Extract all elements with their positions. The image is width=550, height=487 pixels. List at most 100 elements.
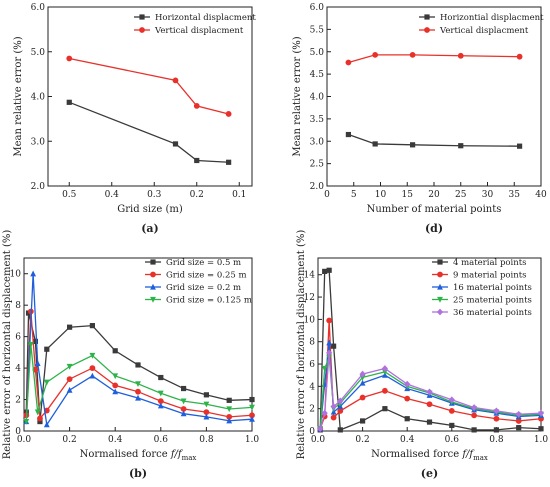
y-tick-label: 0: [15, 427, 21, 437]
data-point: [225, 111, 232, 117]
data-point: [449, 422, 455, 429]
data-point: [66, 363, 73, 370]
data-point: [37, 415, 43, 422]
data-point: [226, 397, 232, 403]
data-point: [172, 77, 179, 84]
data-point: [471, 404, 478, 411]
data-point: [89, 323, 95, 329]
legend-marker: [139, 14, 145, 20]
x-tick-label: 0.2: [355, 435, 369, 445]
data-point: [330, 403, 337, 410]
data-point: [249, 396, 255, 403]
data-point: [404, 380, 411, 388]
data-point: [32, 338, 38, 344]
data-point: [517, 143, 523, 149]
x-tick-label: 15: [402, 190, 414, 200]
x-tick-label: 0.6: [154, 435, 169, 445]
data-point: [226, 417, 233, 424]
x-tick-label: 0.6: [445, 435, 460, 445]
y-axis-label: Relative error of horizontal displacemen…: [296, 230, 307, 460]
y-tick-label: 2: [15, 396, 21, 406]
y-tick-label: 5.0: [31, 48, 46, 58]
y-tick-label: 3.5: [310, 115, 325, 125]
panel-label: (b): [129, 467, 147, 480]
y-tick-label: 10: [304, 315, 316, 325]
x-tick-label: 5: [351, 190, 357, 200]
legend-entry: Grid size = 0.5 m: [166, 258, 241, 268]
data-point: [193, 102, 200, 109]
y-tick-label: 2.5: [310, 160, 325, 170]
data-point: [471, 412, 477, 419]
data-point: [89, 352, 96, 359]
y-axis-label: Mean relative error (%): [13, 36, 24, 156]
data-point: [382, 406, 388, 412]
x-tick-label: 1.0: [534, 435, 549, 445]
data-point: [89, 372, 96, 379]
panel-label: (d): [425, 222, 443, 235]
legend-entry: 4 material points: [453, 258, 526, 268]
data-point: [457, 52, 464, 59]
series-line: [319, 352, 542, 429]
data-point: [172, 141, 179, 147]
series-line: [25, 312, 253, 422]
series-2: [23, 308, 255, 422]
series-3: [23, 270, 255, 428]
chart-panel-d: 0 5 10 15 20 25 30 35 40 2.0 2.5 3.0 3.5 4.0 4.5 5.0 5.5…: [292, 3, 547, 235]
data-point: [409, 51, 416, 58]
data-point: [382, 387, 388, 394]
x-tick-label: 10: [375, 190, 387, 200]
series-line: [69, 101, 229, 163]
legend-marker: [424, 14, 430, 20]
data-point: [321, 409, 328, 417]
y-tick-label: 2: [309, 405, 315, 415]
data-point: [34, 360, 41, 366]
data-point: [203, 413, 210, 420]
data-point: [317, 425, 324, 433]
data-point: [330, 414, 337, 421]
data-point: [404, 395, 411, 402]
legend-entry: 9 material points: [453, 271, 526, 281]
data-point: [135, 381, 141, 388]
legend-marker: [436, 308, 444, 316]
data-point: [27, 341, 34, 348]
data-point: [158, 374, 164, 381]
data-point: [112, 388, 119, 395]
series-1: [66, 99, 232, 165]
data-point: [537, 409, 545, 417]
data-point: [135, 362, 141, 368]
legend-marker: [150, 259, 156, 265]
data-point: [372, 51, 379, 58]
legend-marker: [437, 296, 443, 303]
data-point: [493, 415, 500, 422]
data-point: [410, 142, 416, 148]
x-axis-label: Number of material points: [367, 204, 502, 215]
legend: 4 material points 9 material points 16 mat…: [432, 258, 532, 318]
legend-marker: [150, 271, 156, 278]
y-tick-label: 5.0: [310, 48, 325, 58]
data-point: [180, 406, 187, 412]
x-tick-label: 0.4: [105, 190, 120, 200]
data-point: [448, 408, 455, 414]
x-tick-label: 35: [509, 190, 521, 200]
x-tick-label: 40: [535, 190, 547, 200]
y-tick-label: 4.0: [31, 93, 46, 103]
series-line: [319, 269, 542, 431]
data-point: [322, 268, 328, 274]
data-point: [157, 398, 164, 405]
data-point: [44, 346, 50, 352]
y-tick-label: 3.0: [31, 137, 46, 147]
data-point: [516, 425, 522, 431]
legend-marker: [150, 296, 156, 303]
data-point: [157, 402, 164, 409]
y-tick-label: 4.0: [310, 93, 325, 103]
y-tick-label: 14: [304, 271, 316, 281]
data-point: [43, 379, 50, 386]
x-tick-label: 0.0: [17, 435, 32, 445]
data-point: [66, 376, 73, 382]
legend-marker: [150, 283, 156, 290]
x-tick-label: 20: [428, 190, 440, 200]
data-point: [321, 365, 328, 372]
data-point: [135, 388, 141, 395]
chart-panel-e: 0.0 0.2 0.4 0.6 0.8 1.0 0 2 4 6 8 10 12 14 Normalised …: [296, 230, 548, 480]
